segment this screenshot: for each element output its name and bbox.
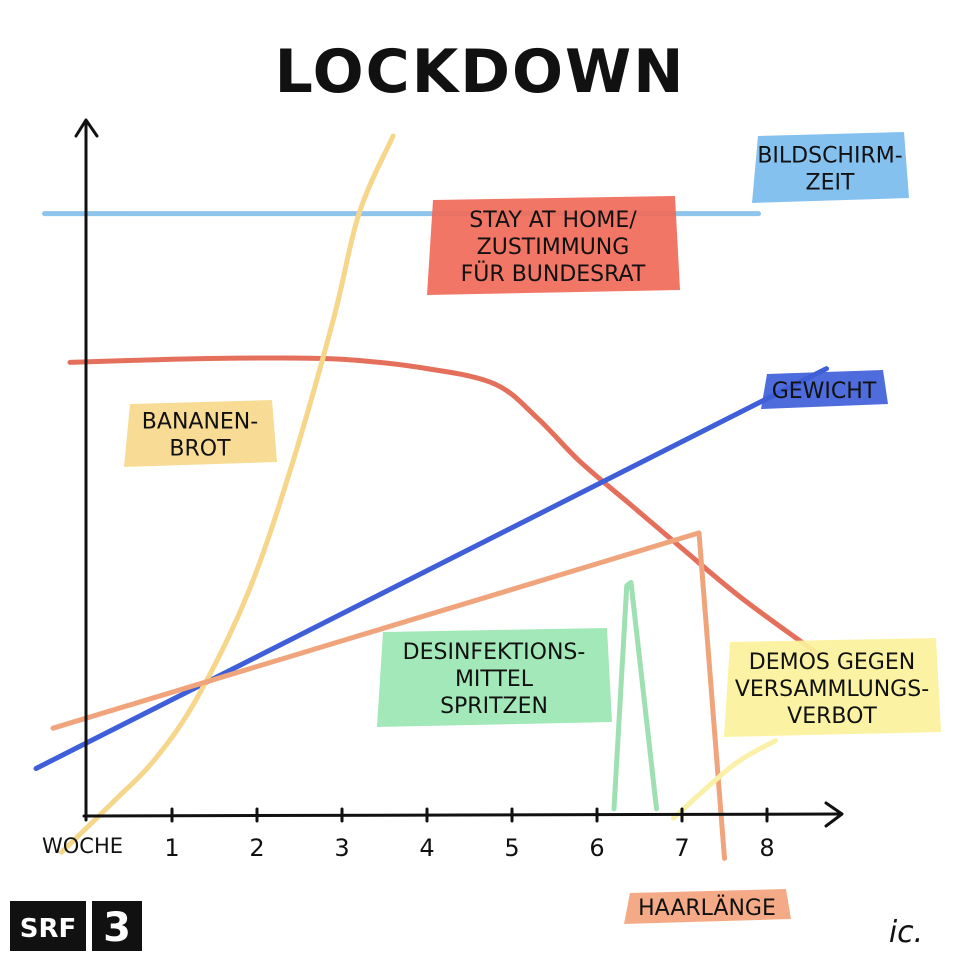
srf-logo-box [10,901,86,951]
label-highlight [124,400,277,467]
label-line: BANANEN- [142,410,258,435]
x-axis-label: WOCHE [42,834,123,858]
label-line: MITTEL [455,667,534,692]
x-tick-label-7: 7 [674,834,689,862]
label-line: ZUSTIMMUNG [477,235,630,260]
label-line: DEMOS GEGEN [749,650,915,675]
label-gewicht: GEWICHT [761,370,888,409]
label-line: VERSAMMLUNGS- [735,677,929,702]
series-line-haarlänge [50,530,727,861]
series-line-bananen-brot [59,133,396,855]
series-line-gewicht [33,366,829,771]
x-axis [82,812,842,818]
series-line-desinfektions-mittel-spritzen [611,580,659,812]
chart-title: LOCKDOWN [275,37,686,107]
srf3-logo-box [92,901,142,951]
label-highlight [761,370,888,409]
y-axis-arrow [74,118,99,138]
label-line: BROT [169,437,231,462]
artist-signature: ic. [889,915,923,950]
x-tick-label-4: 4 [419,834,434,862]
x-tick-label-1: 1 [164,834,179,862]
srf3-logo-text: 3 [103,905,131,951]
label-line: STAY AT HOME/ [469,208,637,233]
x-axis-arrow [824,801,844,828]
label-haarlänge: HAARLÄNGE [624,889,791,924]
label-line: VERBOT [787,704,877,729]
label-highlight [624,889,791,924]
series-line-demos-gegen-versammlungs-verbot [671,738,778,821]
label-line: DESINFEKTIONS- [403,640,586,665]
label-line: GEWICHT [772,379,877,404]
label-line: BILDSCHIRM- [757,144,902,169]
x-tick-label-3: 3 [334,834,349,862]
label-bananen-brot: BANANEN-BROT [124,400,277,467]
label-line: ZEIT [806,171,855,196]
label-highlight [377,628,612,727]
x-tick-label-2: 2 [249,834,264,862]
label-line: SPRITZEN [440,694,548,719]
x-tick-label-5: 5 [504,834,519,862]
label-line: HAARLÄNGE [638,895,776,921]
x-tick-label-8: 8 [759,834,774,862]
label-highlight [752,132,909,203]
label-bildschirm-zeit: BILDSCHIRM-ZEIT [752,132,909,203]
series-line-stay-at-home-zustimmung-für-bundesrat [67,355,821,657]
srf-logo-text: SRF [20,914,77,944]
label-highlight [427,196,680,295]
x-tick-label-6: 6 [589,834,604,862]
label-highlight [724,638,941,737]
label-line: FÜR BUNDESRAT [461,261,646,287]
